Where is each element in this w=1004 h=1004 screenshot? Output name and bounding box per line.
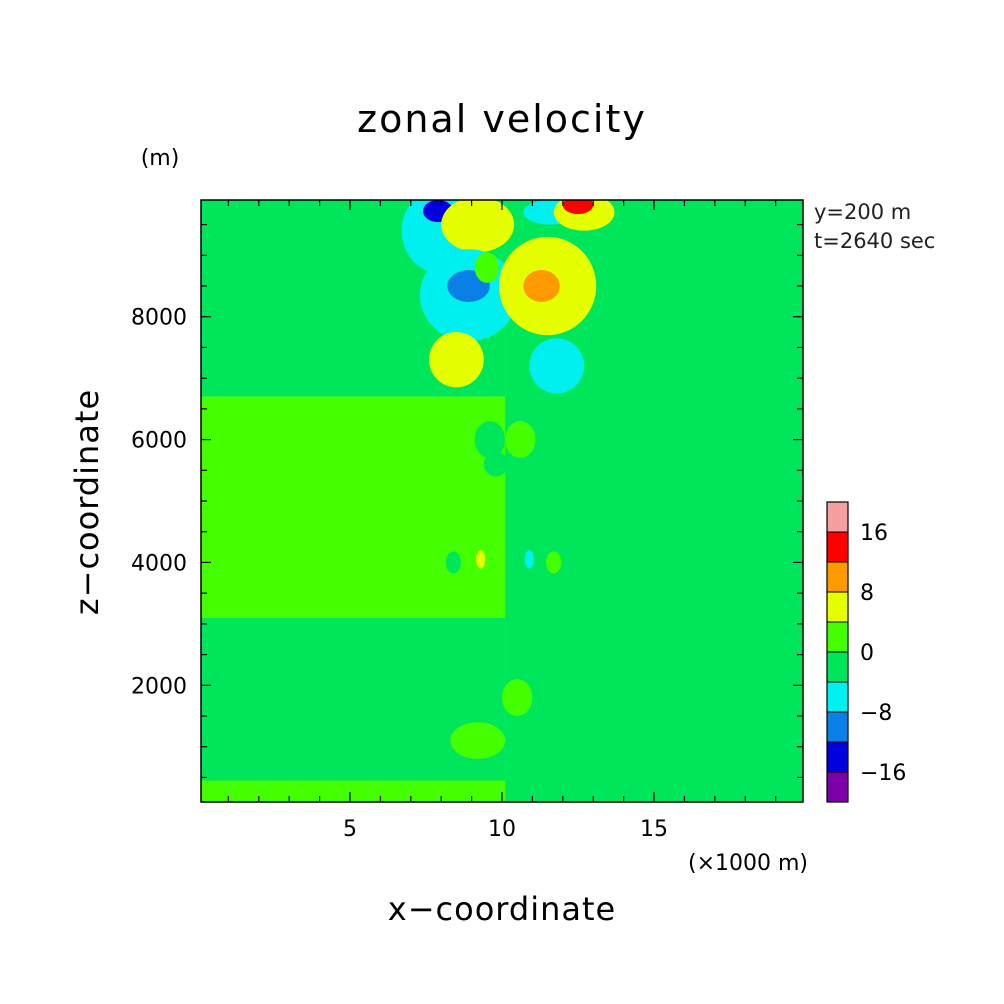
chart-title: zonal velocity — [357, 97, 647, 141]
colorbar-swatch-8 — [827, 532, 848, 562]
contour-feature-9 — [562, 200, 594, 215]
contour-feature-13 — [474, 421, 506, 459]
y-unit-label: (m) — [141, 146, 180, 171]
contour-feature-21 — [502, 679, 533, 716]
contour-feature-6 — [523, 270, 560, 302]
colorbar-swatch-7 — [827, 562, 848, 592]
contour-feature-14 — [505, 421, 536, 459]
contour-feature-16 — [445, 551, 461, 574]
x-unit-label: (×1000 m) — [688, 851, 808, 876]
colorbar-swatch-1 — [827, 742, 848, 772]
contour-region-1 — [201, 396, 506, 618]
contour-feature-17 — [476, 550, 486, 569]
x-axis-label: x−coordinate — [388, 890, 616, 928]
contour-feature-12 — [529, 338, 585, 394]
colorbar: −16 −8 0 8 16 — [826, 501, 906, 803]
contour-region-3 — [201, 780, 506, 802]
contour-feature-11 — [429, 332, 484, 388]
colorbar-swatch-5 — [827, 622, 848, 652]
axes: 5 10 15 2000 4000 6000 8000 — [131, 199, 804, 842]
colorbar-swatch-3 — [827, 682, 848, 712]
x-tick-label-1: 10 — [488, 817, 516, 842]
contour-region-2 — [201, 617, 506, 781]
y-tick-label-2: 6000 — [131, 429, 187, 454]
contour-feature-19 — [546, 551, 562, 574]
y-tick-label-1: 4000 — [131, 551, 187, 576]
contour-feature-22 — [450, 722, 506, 759]
colorbar-swatch-4 — [827, 652, 848, 682]
contour-feature-20 — [471, 679, 502, 716]
x-tick-label-2: 15 — [640, 817, 668, 842]
colorbar-label-2: 0 — [860, 641, 874, 666]
contour-feature-2 — [441, 200, 515, 253]
colorbar-label-3: 8 — [860, 581, 874, 606]
colorbar-label-4: 16 — [860, 521, 888, 546]
contour-feature-18 — [524, 550, 534, 569]
contour-feature-23 — [514, 731, 563, 763]
y-tick-label-3: 8000 — [131, 306, 187, 331]
colorbar-swatch-2 — [827, 712, 848, 742]
contour-feature-10 — [474, 252, 499, 283]
y-axis-label: z−coordinate — [68, 389, 106, 615]
contour-feature-15 — [483, 451, 509, 477]
colorbar-swatch-0 — [827, 772, 848, 802]
y-tick-label-0: 2000 — [131, 674, 187, 699]
annotation-y: y=200 m — [814, 200, 911, 224]
contour-fill — [201, 200, 803, 802]
x-tick-label-0: 5 — [343, 817, 357, 842]
colorbar-label-0: −16 — [860, 761, 906, 786]
plot-area — [201, 200, 803, 802]
colorbar-swatch-6 — [827, 592, 848, 622]
colorbar-swatch-9 — [827, 502, 848, 532]
colorbar-label-1: −8 — [860, 701, 892, 726]
annotation-t: t=2640 sec — [814, 229, 935, 253]
